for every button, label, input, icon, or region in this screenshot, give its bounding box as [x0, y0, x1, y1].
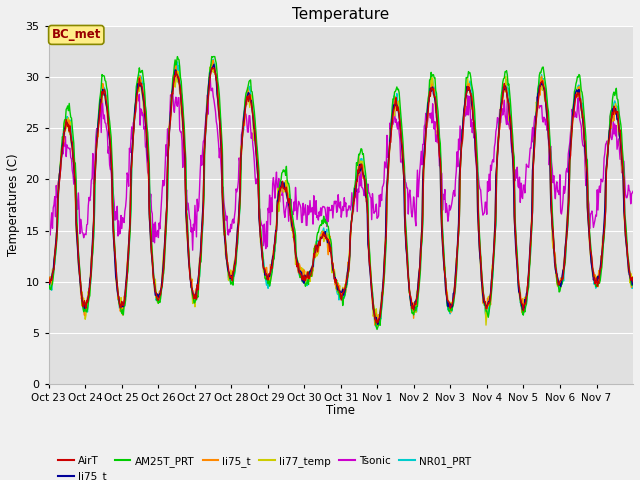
X-axis label: Time: Time — [326, 405, 355, 418]
Text: BC_met: BC_met — [52, 28, 101, 41]
Legend: AirT, li75_t, AM25T_PRT, li75_t, li77_temp, Tsonic, NR01_PRT: AirT, li75_t, AM25T_PRT, li75_t, li77_te… — [54, 452, 475, 480]
Y-axis label: Temperatures (C): Temperatures (C) — [7, 154, 20, 256]
Title: Temperature: Temperature — [292, 7, 390, 22]
